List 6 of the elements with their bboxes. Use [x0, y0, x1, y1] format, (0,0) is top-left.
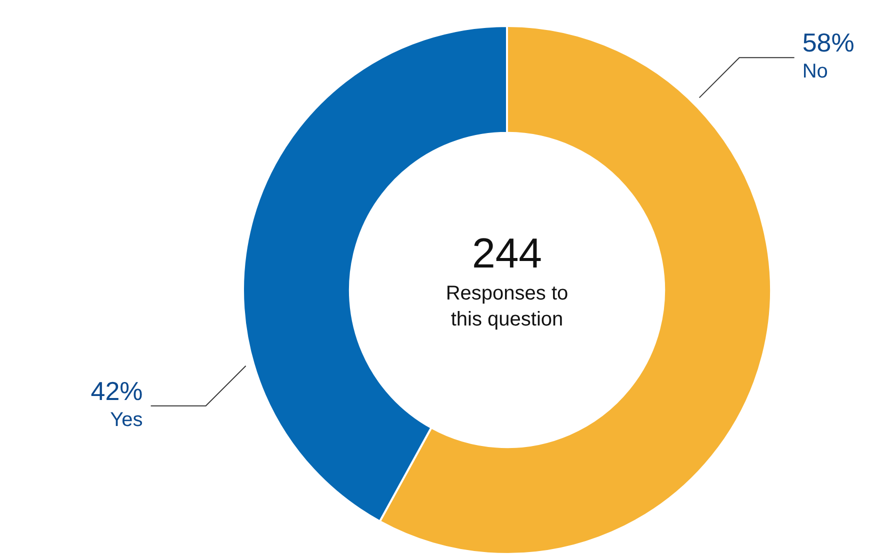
- text: Responses to this question: [446, 282, 568, 331]
- data-label: 42%: [90, 376, 143, 406]
- slice-label: No: [802, 60, 828, 83]
- text: 244: [472, 230, 542, 277]
- slice-label: Yes: [110, 408, 143, 431]
- data-label: 58%: [802, 28, 854, 58]
